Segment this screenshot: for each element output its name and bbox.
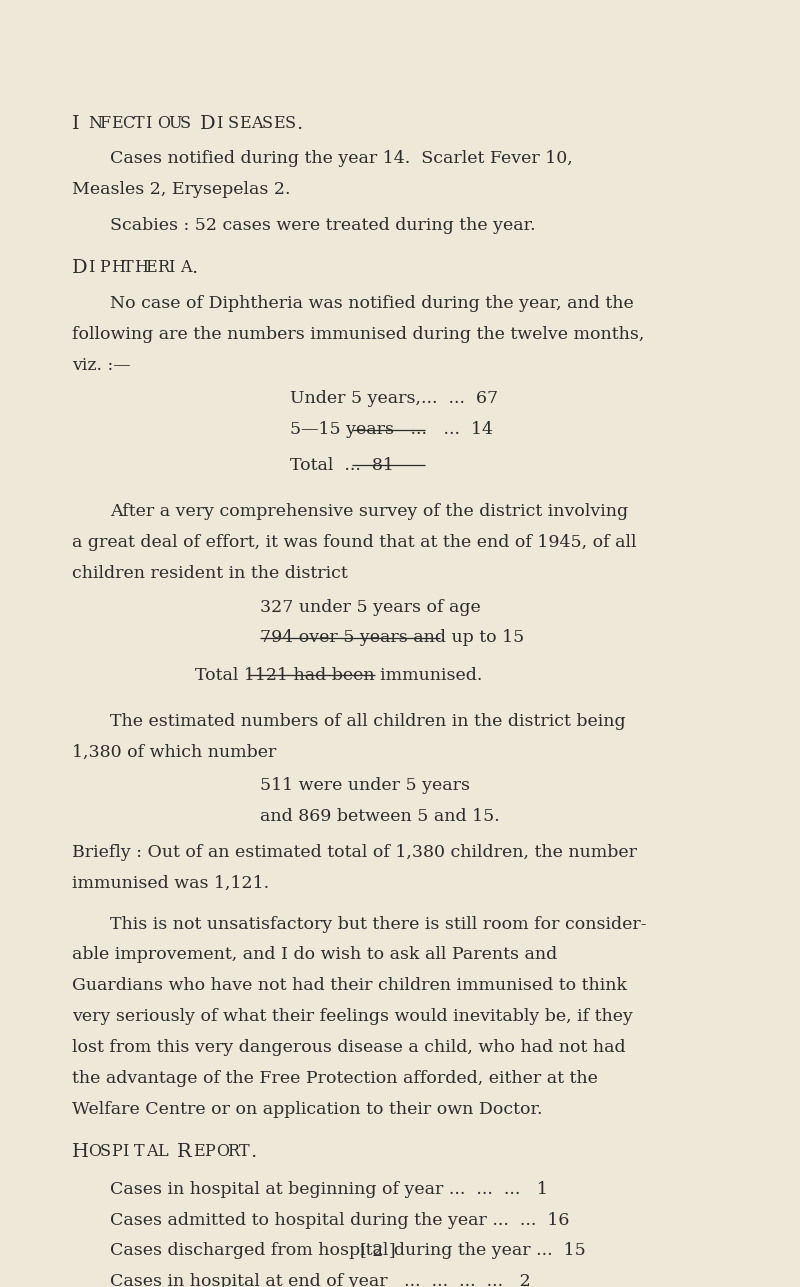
Text: Measles 2, Erysepelas 2.: Measles 2, Erysepelas 2. [72,181,290,198]
Text: I: I [122,1143,129,1161]
Text: P: P [111,1143,122,1161]
Text: children resident in the district: children resident in the district [72,565,348,582]
Text: 5—15 years   ...   ...  14: 5—15 years ... ... 14 [290,421,493,439]
Text: lost from this very dangerous disease a child, who had not had: lost from this very dangerous disease a … [72,1039,626,1057]
Text: S: S [99,1143,110,1161]
Text: Cases in hospital at end of year   ...  ...  ...  ...   2: Cases in hospital at end of year ... ...… [110,1273,530,1287]
Text: Total  ...  81: Total ... 81 [290,457,394,474]
Text: N: N [88,115,102,133]
Text: 327 under 5 years of age: 327 under 5 years of age [260,598,481,615]
Text: T: T [239,1143,250,1161]
Text: P: P [99,260,110,277]
Text: Cases discharged from hospital during the year ...  15: Cases discharged from hospital during th… [110,1242,586,1260]
Text: This is not unsatisfactory but there is still room for consider-: This is not unsatisfactory but there is … [110,915,646,933]
Text: Briefly : Out of an estimated total of 1,380 children, the number: Briefly : Out of an estimated total of 1… [72,844,637,861]
Text: Under 5 years,...  ...  67: Under 5 years,... ... 67 [290,390,498,408]
Text: able improvement, and I do wish to ask all Parents and: able improvement, and I do wish to ask a… [72,946,558,964]
Text: S: S [285,115,296,133]
Text: O: O [157,115,170,133]
Text: After a very comprehensive survey of the district involving: After a very comprehensive survey of the… [110,503,628,520]
Text: S: S [228,115,238,133]
Text: L: L [157,1143,168,1161]
Text: E: E [239,115,250,133]
Text: A: A [180,260,192,277]
Text: 794 over 5 years and up to 15: 794 over 5 years and up to 15 [260,629,524,646]
Text: S: S [180,115,191,133]
Text: The estimated numbers of all children in the district being: The estimated numbers of all children in… [110,713,626,730]
Text: very seriously of what their feelings would inevitably be, if they: very seriously of what their feelings wo… [72,1008,633,1026]
Text: T: T [122,260,134,277]
Text: E: E [193,1143,205,1161]
Text: F: F [99,115,110,133]
Text: 1,380 of which number: 1,380 of which number [72,744,276,761]
Text: C: C [122,115,135,133]
Text: H: H [134,260,148,277]
Text: I: I [88,260,94,277]
Text: following are the numbers immunised during the twelve months,: following are the numbers immunised duri… [72,326,644,342]
Text: a great deal of effort, it was found that at the end of 1945, of all: a great deal of effort, it was found tha… [72,534,637,551]
Text: S: S [262,115,273,133]
Text: No case of Diphtheria was notified during the year, and the: No case of Diphtheria was notified durin… [110,295,634,311]
Text: D: D [200,115,216,133]
Text: A: A [250,115,262,133]
Text: I: I [169,260,175,277]
Text: I: I [146,115,152,133]
Text: Total 1121 had been immunised.: Total 1121 had been immunised. [195,667,482,683]
Text: O: O [88,1143,101,1161]
Text: P: P [205,1143,215,1161]
Text: 511 were under 5 years: 511 were under 5 years [260,777,470,794]
Text: Guardians who have not had their children immunised to think: Guardians who have not had their childre… [72,977,627,995]
Text: Cases in hospital at beginning of year ...  ...  ...   1: Cases in hospital at beginning of year .… [110,1180,548,1198]
Text: T: T [134,1143,145,1161]
Text: R: R [177,1143,192,1161]
Text: immunised was 1,121.: immunised was 1,121. [72,875,269,892]
Text: and 869 between 5 and 15.: and 869 between 5 and 15. [260,808,500,825]
Text: Cases admitted to hospital during the year ...  ...  16: Cases admitted to hospital during the ye… [110,1211,570,1229]
Text: .: . [192,260,198,278]
Text: the advantage of the Free Protection afforded, either at the: the advantage of the Free Protection aff… [72,1069,598,1088]
Text: U: U [169,115,182,133]
Text: [ 2 ]: [ 2 ] [360,1242,396,1259]
Text: E: E [274,115,286,133]
Text: O: O [216,1143,229,1161]
Text: I: I [72,115,80,133]
Text: .: . [250,1143,257,1161]
Text: H: H [111,260,125,277]
Text: T: T [134,115,145,133]
Text: A: A [146,1143,157,1161]
Text: .: . [297,115,303,133]
Text: E: E [146,260,158,277]
Text: Cases notified during the year 14.  Scarlet Fever 10,: Cases notified during the year 14. Scarl… [110,151,573,167]
Text: Scabies : 52 cases were treated during the year.: Scabies : 52 cases were treated during t… [110,218,536,234]
Text: Welfare Centre or on application to their own Doctor.: Welfare Centre or on application to thei… [72,1100,542,1118]
Text: H: H [72,1143,89,1161]
Text: R: R [157,260,170,277]
Text: viz. :—: viz. :— [72,356,130,373]
Text: I: I [216,115,222,133]
Text: D: D [72,260,88,278]
Text: E: E [111,115,122,133]
Text: R: R [228,1143,240,1161]
